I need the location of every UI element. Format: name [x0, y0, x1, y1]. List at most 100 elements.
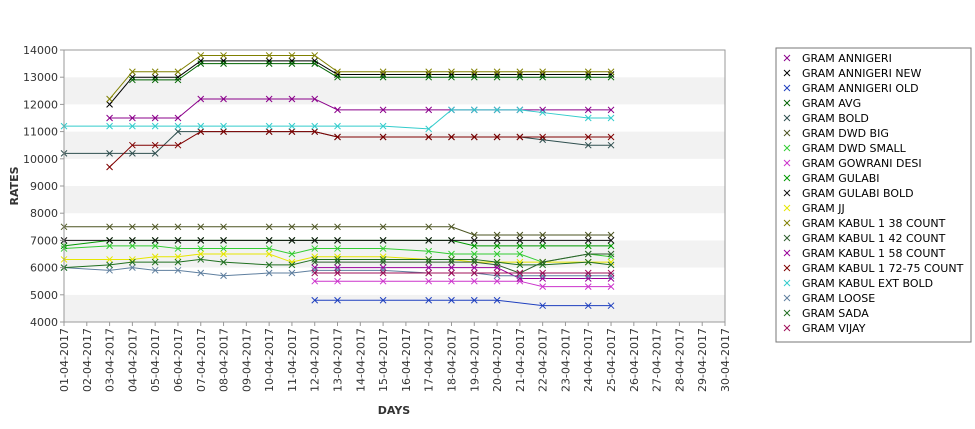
legend-item: GRAM KABUL 1 72-75 COUNT [783, 262, 964, 275]
data-point [197, 128, 205, 135]
series-3 [311, 296, 615, 310]
legend-label: GRAM AVG [802, 97, 861, 110]
x-tick-label: 15-04-2017 [377, 328, 390, 392]
series-line [63, 267, 612, 277]
data-point [174, 245, 182, 252]
data-point [197, 60, 205, 67]
data-point [197, 95, 205, 103]
data-point [448, 296, 455, 304]
data-point [425, 133, 433, 141]
data-point [334, 245, 341, 252]
series-10 [60, 237, 615, 244]
legend-label: GRAM DWD BIG [802, 127, 889, 140]
series-layer [60, 52, 615, 310]
data-point [106, 114, 113, 122]
data-point [174, 237, 182, 244]
data-point [379, 237, 387, 244]
legend-marker [783, 159, 791, 167]
data-point [151, 253, 159, 261]
legend-marker [783, 294, 791, 302]
data-point [311, 266, 319, 274]
data-point [151, 122, 159, 130]
data-point [425, 277, 433, 285]
data-point [220, 223, 227, 231]
data-point [607, 141, 615, 149]
x-tick-label: 25-04-2017 [605, 328, 618, 392]
data-point [379, 264, 387, 271]
x-tick-label: 14-04-2017 [354, 328, 367, 392]
data-point [106, 256, 113, 263]
data-point [265, 250, 273, 258]
data-point [174, 76, 182, 84]
data-point [425, 237, 433, 244]
legend-label: GRAM KABUL 1 58 COUNT [802, 247, 946, 260]
data-point [265, 237, 273, 244]
series-16 [60, 106, 615, 133]
data-point [425, 106, 433, 114]
data-point [425, 68, 433, 76]
data-point [151, 237, 159, 244]
data-point [379, 133, 387, 141]
data-point [106, 95, 113, 103]
data-point [334, 256, 341, 263]
data-point [288, 60, 296, 67]
data-point [607, 68, 615, 76]
data-point [448, 73, 455, 81]
data-point [334, 133, 341, 141]
series-13 [311, 250, 615, 277]
x-tick-label: 26-04-2017 [628, 328, 641, 392]
data-point [448, 250, 455, 258]
legend-label: GRAM KABUL 1 42 COUNT [802, 232, 946, 245]
data-point [448, 258, 455, 266]
legend-label: GRAM KABUL 1 38 COUNT [802, 217, 946, 230]
data-point [220, 245, 227, 252]
data-point [539, 231, 547, 239]
data-point [265, 269, 273, 277]
grid-band [64, 77, 725, 105]
data-point [607, 133, 615, 141]
y-axis: 4000 5000 6000 7000 8000 9000 10000 11000 12000 1… [23, 44, 64, 329]
data-point [493, 277, 501, 285]
data-point [334, 258, 341, 266]
series-2 [106, 57, 615, 108]
data-point [265, 122, 273, 130]
data-point [607, 272, 615, 280]
x-tick-label: 07-04-2017 [195, 328, 208, 392]
data-point [584, 133, 592, 141]
data-point [493, 231, 501, 239]
data-point [106, 261, 113, 269]
data-point [174, 68, 182, 76]
data-point [334, 266, 341, 274]
data-point [493, 73, 501, 81]
legend-marker [783, 249, 791, 257]
series-12 [106, 52, 615, 103]
data-point [470, 106, 478, 114]
data-point [539, 136, 547, 144]
y-tick-label: 8000 [30, 207, 58, 220]
grid-band [64, 158, 725, 186]
legend-marker [783, 279, 791, 287]
grid-band [64, 240, 725, 268]
y-tick-label: 9000 [30, 180, 58, 193]
x-tick-label: 18-04-2017 [445, 328, 458, 392]
y-tick-label: 6000 [30, 262, 58, 275]
legend-label: GRAM GOWRANI DESI [802, 157, 922, 170]
data-point [334, 73, 341, 81]
data-point [288, 269, 296, 277]
data-point [197, 237, 205, 244]
legend-item: GRAM KABUL 1 58 COUNT [783, 247, 946, 260]
data-point [584, 71, 592, 78]
legend-item: GRAM AVG [783, 97, 861, 110]
legend-item: GRAM JJ [783, 202, 845, 215]
x-tick-label: 13-04-2017 [332, 328, 345, 392]
data-point [379, 122, 387, 130]
legend-marker [783, 129, 791, 137]
data-point [584, 275, 592, 282]
data-point [311, 277, 319, 285]
series-line [63, 245, 612, 263]
data-point [129, 141, 136, 149]
x-tick-label: 29-04-2017 [696, 328, 709, 392]
data-point [493, 269, 501, 277]
y-tick-label: 13000 [23, 71, 58, 84]
legend-marker [783, 99, 791, 107]
